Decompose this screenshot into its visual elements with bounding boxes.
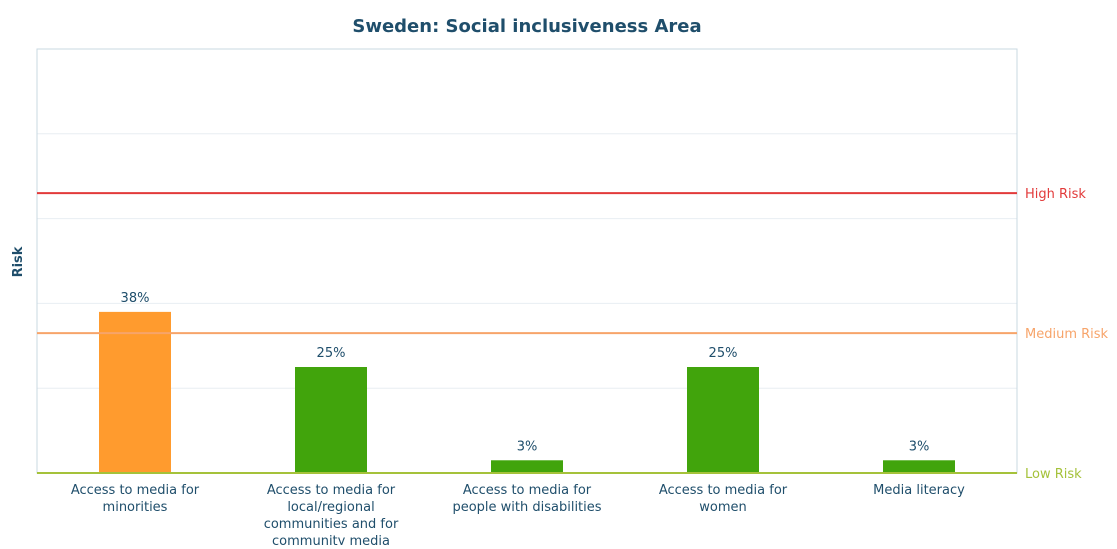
category-label-line: communities and for <box>264 517 399 532</box>
bar-2 <box>295 367 367 473</box>
low-risk-label: Low Risk <box>1025 467 1082 482</box>
medium-risk-label: Medium Risk <box>1025 327 1109 342</box>
plot-frame <box>36 48 1018 474</box>
category-label-line: Media literacy <box>873 483 965 498</box>
bar-value-label-2: 25% <box>317 346 346 361</box>
bar-3 <box>491 460 563 473</box>
high-risk-label: High Risk <box>1025 187 1086 202</box>
bar-value-label-4: 25% <box>709 346 738 361</box>
category-label-line: people with disabilities <box>452 500 601 515</box>
category-label-line: women <box>699 500 747 515</box>
category-label-line: Access to media for <box>463 483 592 498</box>
bar-value-label-5: 3% <box>909 439 930 454</box>
bar-value-label-1: 38% <box>121 291 150 306</box>
category-label-line: community media <box>272 534 390 545</box>
bar-4 <box>687 367 759 473</box>
threshold-layer: High Risk Medium Risk Low Risk <box>37 187 1109 482</box>
category-label-1: Access to media for minorities <box>71 483 200 515</box>
bar-layer <box>99 311 955 473</box>
category-label-5: Media literacy <box>873 483 965 498</box>
category-label-line: minorities <box>103 500 168 515</box>
category-label-2: Access to media for local/regional communi… <box>264 483 399 545</box>
bar-value-label-3: 3% <box>517 439 538 454</box>
grid-layer <box>37 133 1017 389</box>
category-label-line: Access to media for <box>267 483 396 498</box>
label-layer: 38% Access to media for minorities 25% Acces… <box>71 291 965 549</box>
category-label-line: Access to media for <box>659 483 788 498</box>
bar-1 <box>99 311 171 473</box>
y-axis-label: Risk <box>11 246 26 277</box>
category-label-line: Access to media for <box>71 483 200 498</box>
category-label-line: local/regional <box>287 500 374 515</box>
category-label-3: Access to media for people with disabilit… <box>452 483 601 515</box>
bar-5 <box>883 460 955 473</box>
category-label-4: Access to media for women <box>659 483 788 515</box>
chart-title: Sweden: Social inclusiveness Area <box>352 16 701 37</box>
